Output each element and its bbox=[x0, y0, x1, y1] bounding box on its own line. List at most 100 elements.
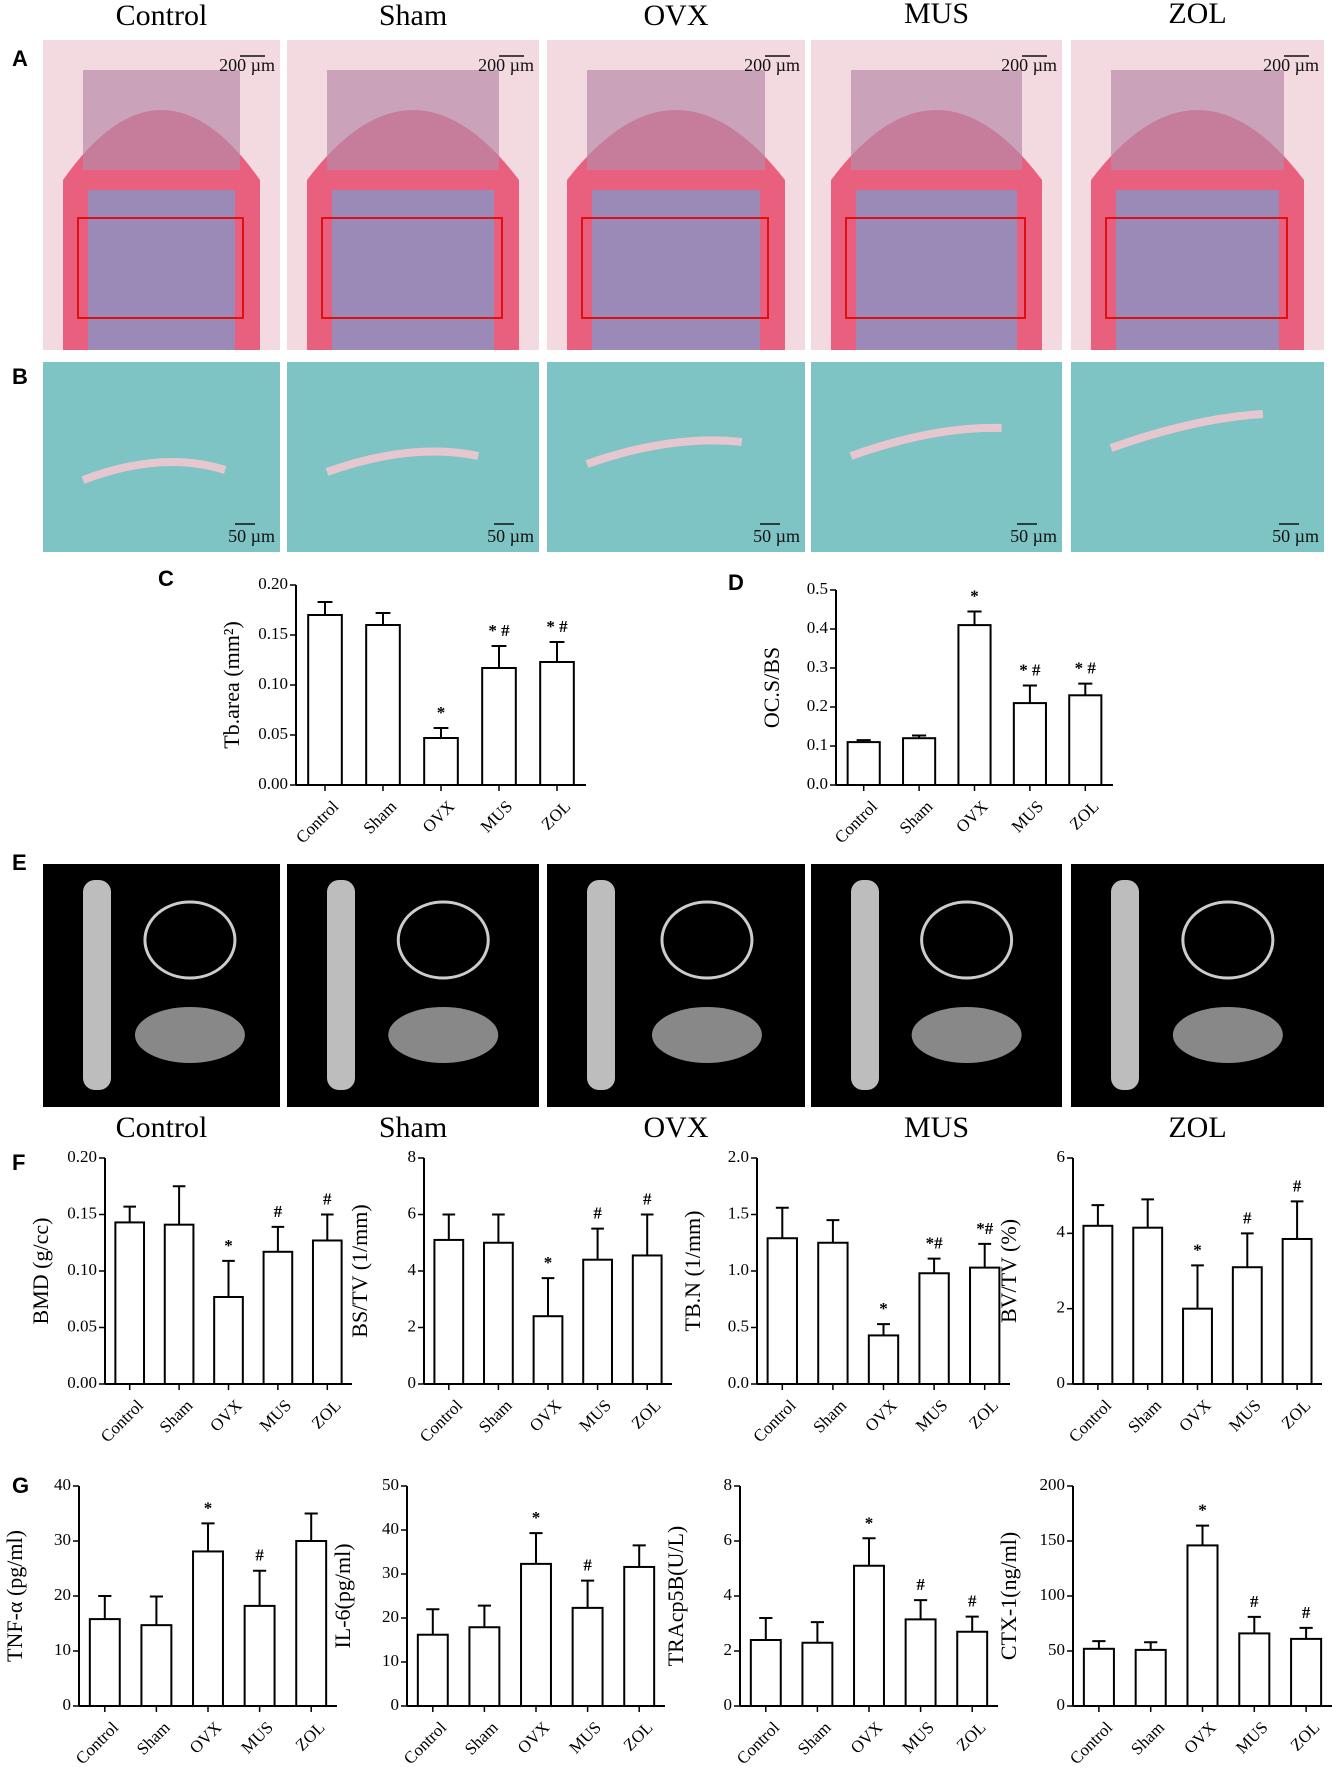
y-tick-label: 20 bbox=[54, 1585, 71, 1604]
x-tick-label: OVX bbox=[206, 1396, 245, 1435]
column-title: Sham bbox=[379, 0, 447, 32]
cross-section bbox=[660, 900, 754, 980]
significance: # bbox=[1250, 1592, 1259, 1611]
significance: * # bbox=[546, 617, 568, 636]
x-tick-label: ZOL bbox=[1287, 1718, 1324, 1755]
y-tick-label: 0.4 bbox=[807, 618, 829, 637]
error-bar bbox=[914, 1599, 928, 1620]
y-tick-label: 150 bbox=[1040, 1530, 1066, 1549]
bar bbox=[423, 737, 459, 786]
trabecula bbox=[81, 458, 227, 484]
bar bbox=[483, 1241, 514, 1385]
significance: * bbox=[204, 1498, 213, 1517]
column-title: MUS bbox=[904, 0, 969, 30]
significance: # bbox=[968, 1592, 977, 1611]
x-tick-label: MUS bbox=[256, 1396, 295, 1435]
error-bar bbox=[442, 1213, 456, 1240]
bar bbox=[867, 1334, 900, 1386]
bar bbox=[902, 737, 937, 787]
cross-section bbox=[143, 900, 237, 980]
roi-box bbox=[581, 217, 769, 319]
y-tick-label: 1.5 bbox=[728, 1203, 749, 1222]
bar bbox=[956, 1630, 989, 1707]
y-tick-label: 100 bbox=[1040, 1585, 1066, 1604]
bar bbox=[192, 1550, 224, 1707]
y-tick-label: 0.0 bbox=[807, 774, 828, 793]
microct-image bbox=[43, 864, 280, 1107]
error-bar bbox=[172, 1185, 186, 1225]
lower-title: OVX bbox=[644, 1111, 709, 1144]
y-tick-label: 0 bbox=[724, 1695, 733, 1714]
x-tick-label: OVX bbox=[847, 1718, 886, 1757]
x-tick-label: Control bbox=[1065, 1396, 1115, 1446]
significance: * bbox=[437, 703, 446, 722]
error-bar bbox=[433, 727, 449, 738]
bar bbox=[163, 1223, 195, 1386]
scale-bar-label: 50 µm bbox=[1272, 526, 1319, 546]
y-tick-label: 0.20 bbox=[67, 1147, 97, 1166]
error-bar bbox=[927, 1257, 941, 1274]
bar bbox=[213, 1295, 244, 1385]
x-tick-label: OVX bbox=[952, 797, 991, 836]
x-tick-label: OVX bbox=[514, 1718, 553, 1757]
y-tick-label: 50 bbox=[1048, 1640, 1065, 1659]
bar bbox=[433, 1238, 465, 1386]
bar bbox=[969, 1266, 1001, 1385]
error-bar bbox=[98, 1595, 112, 1620]
x-tick-label: Sham bbox=[896, 797, 937, 838]
bar bbox=[468, 1626, 501, 1707]
y-tick-label: 0.00 bbox=[258, 774, 288, 793]
significance: * # bbox=[488, 621, 510, 640]
error-bar bbox=[492, 1213, 505, 1243]
error-bar bbox=[967, 610, 982, 626]
y-tick-label: 10 bbox=[54, 1640, 71, 1659]
bar bbox=[307, 614, 343, 786]
trap-image bbox=[1071, 362, 1324, 552]
bar bbox=[88, 1618, 121, 1707]
x-tick-label: ZOL bbox=[538, 797, 575, 834]
y-tick-label: 0.3 bbox=[807, 657, 828, 676]
trabecular-render bbox=[651, 1007, 762, 1063]
bar bbox=[365, 624, 401, 786]
bar bbox=[1068, 694, 1103, 786]
error-bar bbox=[253, 1569, 267, 1606]
bar bbox=[623, 1565, 656, 1707]
marrow bbox=[88, 190, 235, 350]
y-tick-label: 4 bbox=[408, 1260, 417, 1279]
marrow bbox=[332, 190, 494, 350]
y-tick-label: 0.10 bbox=[258, 674, 288, 693]
y-tick-label: 1.0 bbox=[728, 1260, 749, 1279]
error-bar bbox=[591, 1227, 604, 1260]
y-axis-label: OC.S/BS bbox=[759, 647, 784, 728]
significance: * bbox=[1198, 1501, 1207, 1520]
trabecular-zone bbox=[587, 70, 765, 170]
x-tick-label: MUS bbox=[565, 1718, 604, 1757]
roi-box bbox=[1105, 217, 1288, 319]
y-tick-label: 2 bbox=[408, 1316, 417, 1335]
x-tick-label: Control bbox=[97, 1396, 147, 1446]
error-bar bbox=[640, 1213, 654, 1256]
y-tick-label: 2 bbox=[724, 1640, 733, 1659]
lower-title: Sham bbox=[379, 1111, 447, 1144]
bar bbox=[853, 1564, 885, 1707]
x-tick-label: Sham bbox=[461, 1718, 502, 1759]
bar bbox=[571, 1606, 604, 1708]
bar bbox=[1186, 1544, 1219, 1708]
significance: # bbox=[274, 1202, 283, 1221]
bar bbox=[631, 1254, 663, 1386]
bar bbox=[1134, 1648, 1167, 1708]
femur-render bbox=[327, 880, 355, 1090]
significance: * bbox=[532, 1508, 541, 1527]
trabecular-zone bbox=[851, 70, 1022, 170]
error-bar bbox=[1195, 1524, 1210, 1546]
x-tick-label: Sham bbox=[1127, 1718, 1168, 1759]
error-bar bbox=[541, 1277, 555, 1317]
bar bbox=[1082, 1224, 1114, 1386]
significance: * bbox=[1193, 1240, 1202, 1259]
femur-render bbox=[1111, 880, 1139, 1090]
error-bar bbox=[810, 1621, 824, 1643]
error-bar bbox=[491, 645, 507, 668]
y-tick-label: 200 bbox=[1040, 1475, 1066, 1494]
x-tick-label: Control bbox=[831, 797, 881, 847]
bar bbox=[749, 1639, 782, 1707]
